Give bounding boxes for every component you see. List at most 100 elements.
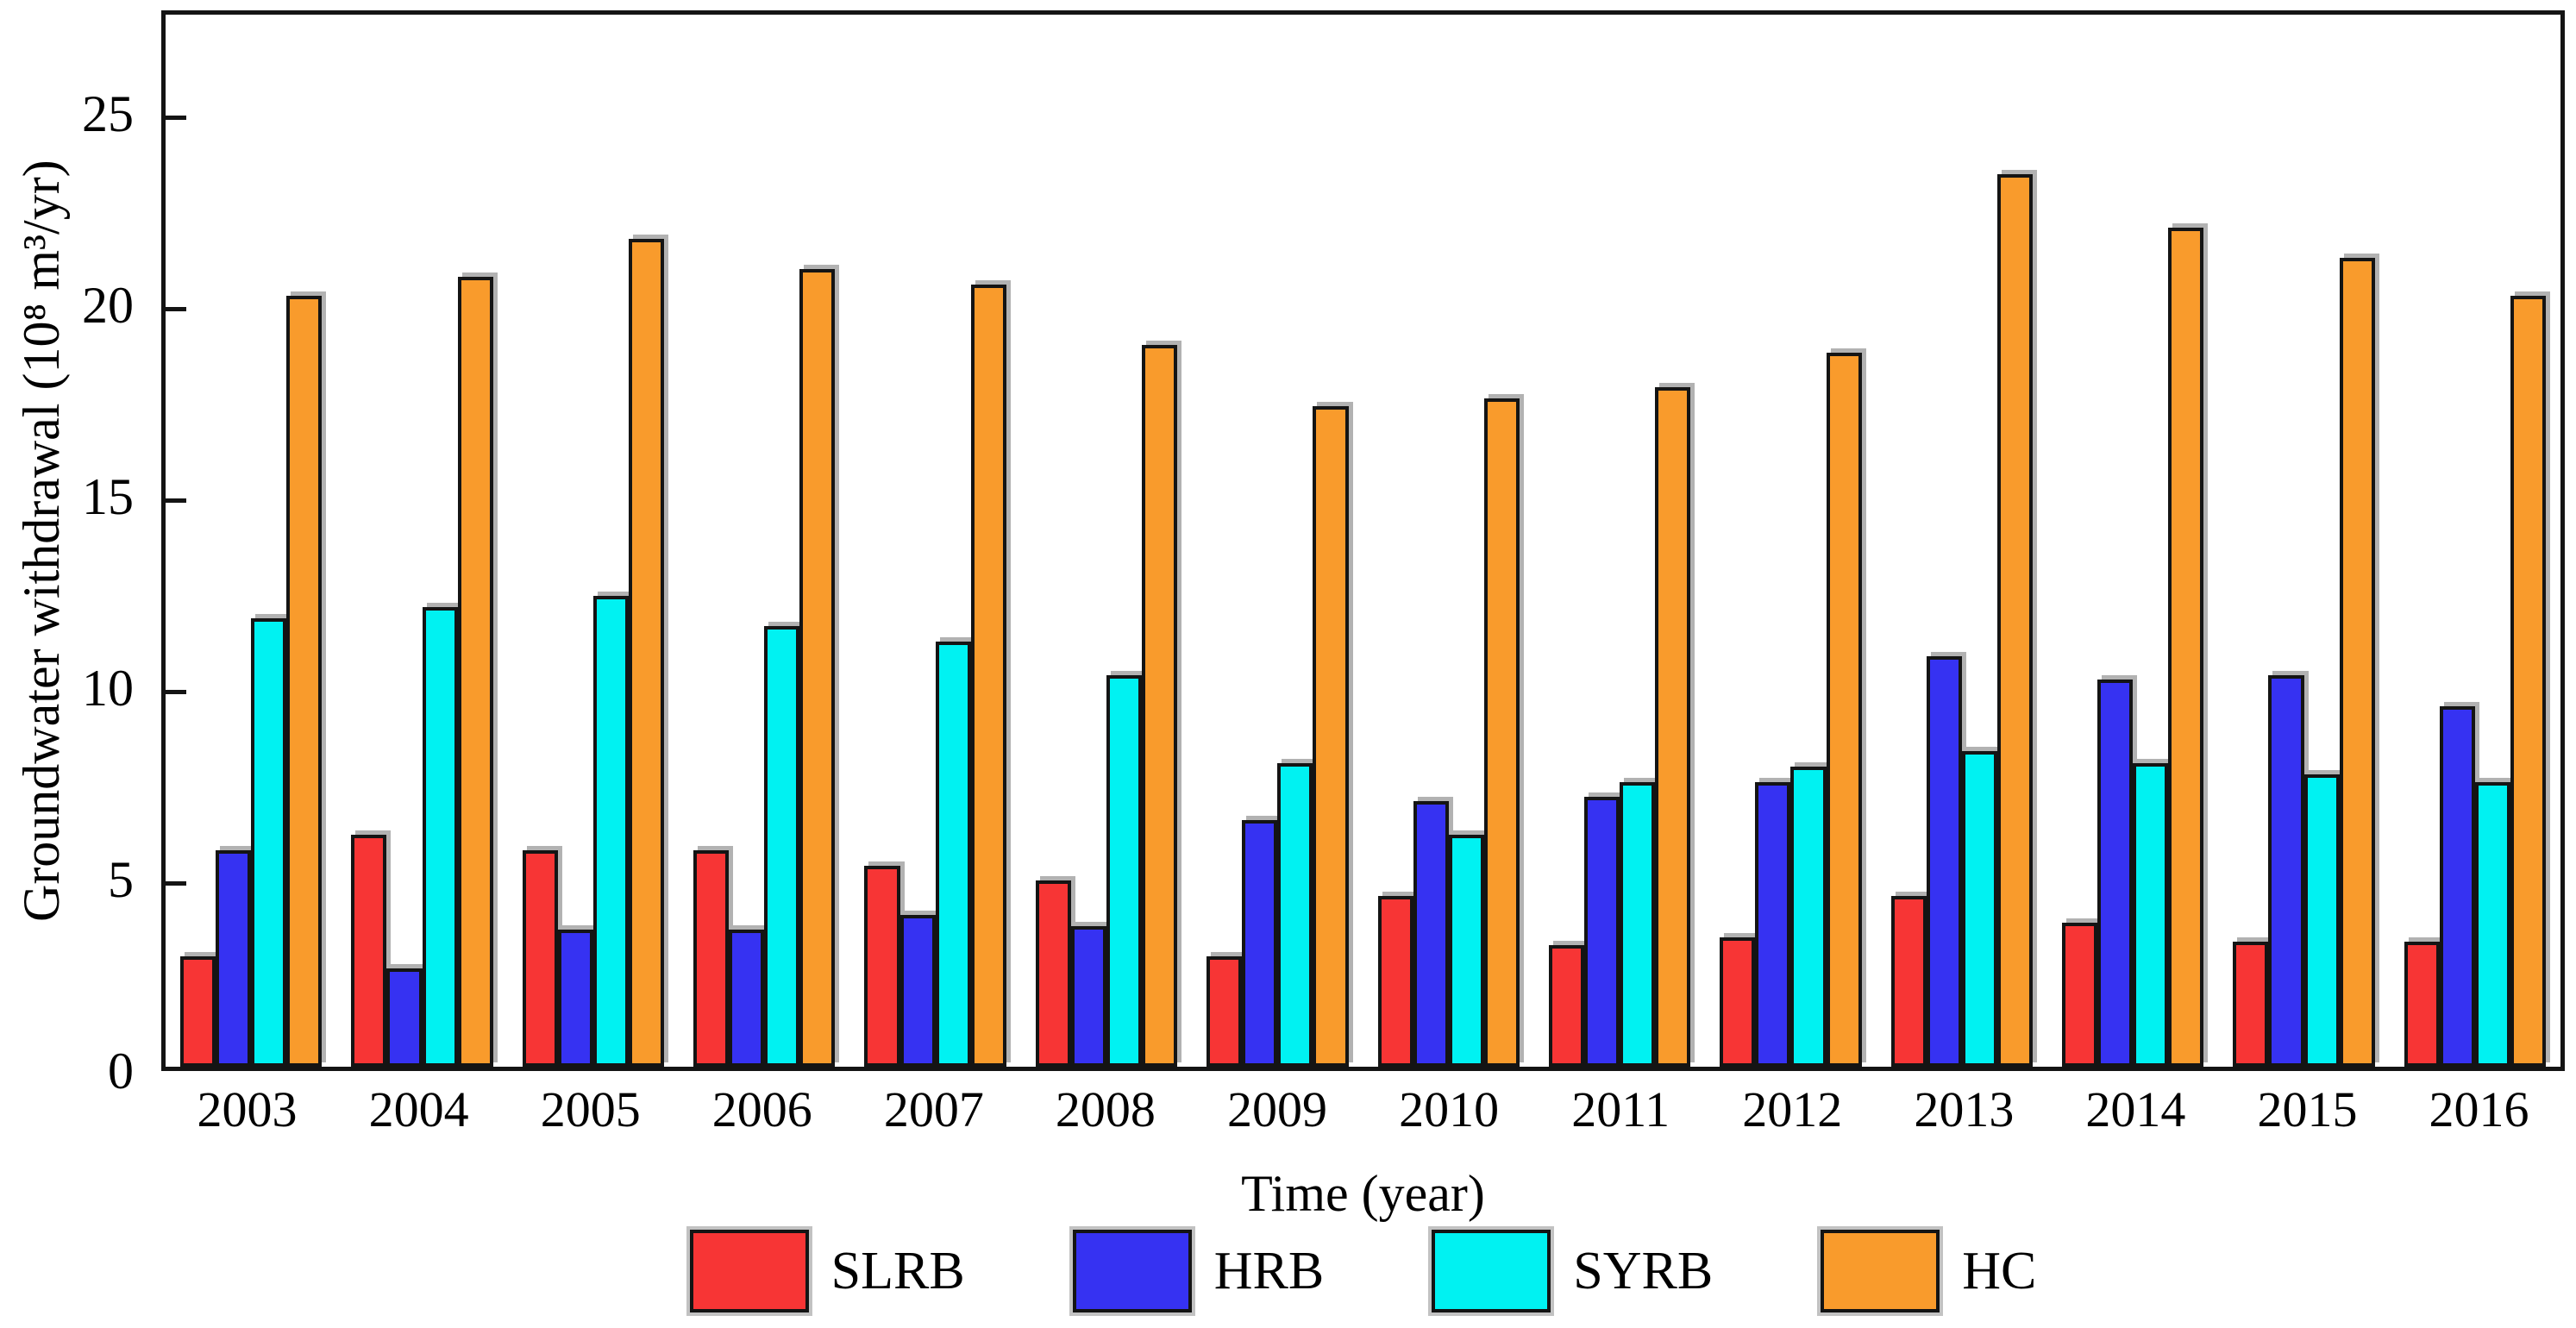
- x-axis-tick-label-2005: 2005: [540, 1081, 641, 1137]
- bar-syrb-2006: [764, 626, 800, 1067]
- bar-hc-2003: [286, 295, 323, 1067]
- x-axis-tick-label-2008: 2008: [1055, 1081, 1156, 1137]
- bar-hc-2015: [2339, 257, 2375, 1067]
- bar-hc-2011: [1655, 386, 1691, 1067]
- bar-group-2014: [2047, 15, 2218, 1067]
- bar-group-2008: [1021, 15, 1192, 1067]
- x-axis-tick-label-2013: 2013: [1914, 1081, 2015, 1137]
- bar-group-2015: [2218, 15, 2389, 1067]
- x-axis-tick-label-2012: 2012: [1742, 1081, 1843, 1137]
- bar-slrb-2015: [2233, 941, 2269, 1067]
- bar-slrb-2010: [1377, 895, 1413, 1067]
- bar-slrb-2009: [1207, 956, 1243, 1067]
- bar-group-2010: [1363, 15, 1534, 1067]
- x-axis-title: Time (year): [1241, 1165, 1485, 1222]
- bar-syrb-2010: [1448, 835, 1484, 1067]
- y-axis-title: Groundwater withdrawal (10⁸ m³/yr): [13, 160, 70, 922]
- bar-slrb-2006: [693, 849, 730, 1067]
- legend-item-hrb: HRB: [1072, 1230, 1325, 1312]
- bar-slrb-2003: [180, 956, 216, 1067]
- legend-label-slrb: SLRB: [830, 1242, 965, 1300]
- legend-label-hrb: HRB: [1213, 1242, 1325, 1300]
- bar-syrb-2014: [2133, 762, 2169, 1067]
- legend-item-slrb: SLRB: [689, 1230, 965, 1312]
- bar-slrb-2016: [2404, 941, 2440, 1067]
- bar-syrb-2007: [935, 641, 971, 1067]
- bar-syrb-2004: [422, 607, 458, 1067]
- bar-group-2003: [166, 15, 336, 1067]
- legend-label-syrb: SYRB: [1573, 1242, 1714, 1300]
- bar-group-2012: [1705, 15, 1876, 1067]
- bar-syrb-2009: [1277, 762, 1313, 1067]
- bar-syrb-2012: [1790, 767, 1827, 1067]
- bar-hc-2009: [1313, 405, 1349, 1067]
- bar-syrb-2003: [251, 618, 287, 1067]
- bar-hrb-2014: [2097, 679, 2134, 1067]
- legend-item-hc: HC: [1821, 1230, 2036, 1312]
- bar-hrb-2008: [1070, 926, 1106, 1067]
- bar-hc-2014: [2168, 227, 2204, 1067]
- bar-syrb-2016: [2474, 781, 2510, 1067]
- y-axis-tick: [166, 881, 186, 886]
- bar-slrb-2004: [351, 835, 387, 1067]
- bar-hrb-2016: [2439, 705, 2475, 1067]
- bar-hrb-2004: [386, 968, 423, 1067]
- legend-swatch-slrb: [689, 1230, 809, 1312]
- legend-item-syrb: SYRB: [1432, 1230, 1713, 1312]
- y-axis-tick: [166, 498, 186, 504]
- legend-label-hc: HC: [1962, 1242, 2037, 1300]
- bar-group-2011: [1534, 15, 1705, 1067]
- bar-hc-2013: [1996, 173, 2033, 1067]
- bar-hc-2005: [629, 238, 665, 1067]
- x-axis-tick-label-2003: 2003: [197, 1081, 298, 1137]
- x-axis-tick-label-2010: 2010: [1399, 1081, 1500, 1137]
- legend-swatch-hrb: [1072, 1230, 1192, 1312]
- y-axis-tick-label: 25: [82, 85, 134, 142]
- bar-hrb-2015: [2268, 675, 2304, 1067]
- bar-group-2009: [1192, 15, 1363, 1067]
- bar-hrb-2013: [1926, 656, 1962, 1067]
- y-axis-tick: [166, 116, 186, 121]
- bar-hrb-2012: [1755, 781, 1791, 1067]
- bar-hrb-2010: [1413, 800, 1449, 1067]
- bar-hc-2007: [970, 284, 1006, 1067]
- bar-hc-2004: [457, 276, 493, 1067]
- bar-group-2005: [508, 15, 679, 1067]
- bar-hrb-2006: [729, 930, 765, 1067]
- legend-swatch-syrb: [1432, 1230, 1551, 1312]
- plot-area: [161, 10, 2565, 1071]
- bar-groups-container: [166, 15, 2560, 1067]
- x-axis-tick-labels: 2003 2004 2005 2006 2007 2008 2009 2010 2011 2012…: [161, 1083, 2565, 1137]
- bar-hc-2006: [799, 269, 836, 1067]
- x-axis-tick-label-2009: 2009: [1227, 1081, 1327, 1137]
- bar-group-2006: [679, 15, 849, 1067]
- bar-slrb-2011: [1548, 945, 1584, 1067]
- x-axis-tick-label-2006: 2006: [711, 1081, 812, 1137]
- bar-hc-2010: [1483, 398, 1520, 1067]
- bar-syrb-2011: [1620, 781, 1656, 1067]
- bar-hrb-2007: [899, 914, 936, 1067]
- bar-slrb-2012: [1720, 937, 1756, 1067]
- y-axis-tick-label: 5: [108, 850, 134, 908]
- x-axis-tick-label-2011: 2011: [1571, 1081, 1670, 1137]
- bar-slrb-2007: [864, 865, 900, 1067]
- bar-slrb-2014: [2061, 922, 2098, 1067]
- y-axis-tick-label: 10: [82, 659, 134, 717]
- bar-syrb-2005: [592, 595, 629, 1067]
- bar-group-2016: [2390, 15, 2560, 1067]
- y-axis-tick-label: 0: [108, 1043, 134, 1099]
- bar-hrb-2011: [1583, 797, 1620, 1067]
- x-axis-tick-label-2007: 2007: [883, 1081, 984, 1137]
- x-axis-tick-label-2015: 2015: [2257, 1081, 2358, 1137]
- legend: SLRB HRB SYRB HC: [161, 1230, 2565, 1312]
- bar-group-2013: [1877, 15, 2047, 1067]
- bar-hc-2012: [1826, 353, 1862, 1067]
- bar-syrb-2015: [2303, 774, 2340, 1067]
- bar-hrb-2005: [557, 930, 593, 1067]
- bar-group-2004: [336, 15, 507, 1067]
- bar-hc-2016: [2510, 295, 2547, 1067]
- bar-syrb-2013: [1961, 751, 1997, 1067]
- y-axis-tick-label: 20: [82, 276, 134, 334]
- x-axis-tick-label-2014: 2014: [2085, 1081, 2186, 1137]
